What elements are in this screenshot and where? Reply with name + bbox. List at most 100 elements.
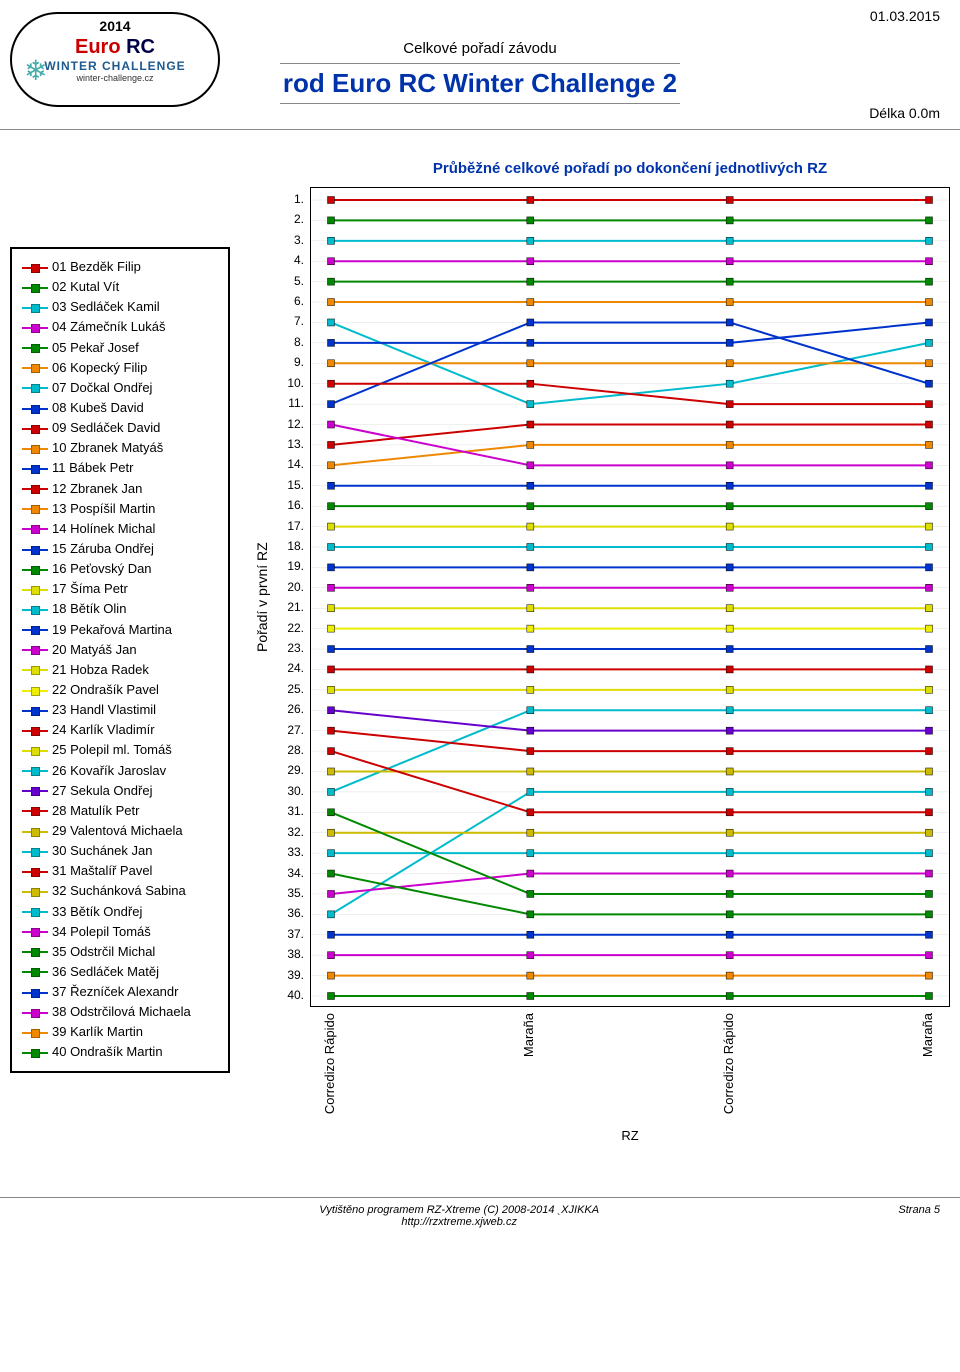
page-title: rod Euro RC Winter Challenge 2: [280, 63, 680, 104]
legend-label: 11 Bábek Petr: [52, 460, 133, 475]
legend-marker-icon: [22, 786, 48, 796]
legend-marker-icon: [22, 665, 48, 675]
legend-marker-icon: [22, 1048, 48, 1058]
legend-item: 19 Pekařová Martina: [22, 620, 218, 640]
legend-item: 16 Peťovský Dan: [22, 559, 218, 579]
legend-label: 24 Karlík Vladimír: [52, 722, 155, 737]
legend-item: 12 Zbranek Jan: [22, 479, 218, 499]
legend-item: 34 Polepil Tomáš: [22, 922, 218, 942]
legend-label: 25 Polepil ml. Tomáš: [52, 742, 172, 757]
legend-label: 17 Šíma Petr: [52, 581, 128, 596]
legend-item: 38 Odstrčilová Michaela: [22, 1002, 218, 1022]
event-logo: 2014 Euro RC WINTER CHALLENGE winter-cha…: [10, 12, 220, 107]
legend-label: 20 Matyáš Jan: [52, 642, 137, 657]
legend-marker-icon: [22, 827, 48, 837]
legend-marker-icon: [22, 444, 48, 454]
legend-item: 17 Šíma Petr: [22, 579, 218, 599]
content-area: Průběžné celkové pořadí po dokončení jed…: [0, 130, 960, 1157]
legend-marker-icon: [22, 726, 48, 736]
legend-item: 01 Bezděk Filip: [22, 257, 218, 277]
legend-label: 37 Řezníček Alexandr: [52, 984, 178, 999]
legend-item: 10 Zbranek Matyáš: [22, 438, 218, 458]
legend-label: 01 Bezděk Filip: [52, 259, 141, 274]
legend-marker-icon: [22, 706, 48, 716]
legend-label: 39 Karlík Martin: [52, 1024, 143, 1039]
legend-label: 21 Hobza Radek: [52, 662, 149, 677]
legend-box: 01 Bezděk Filip 02 Kutal Vít 03 Sedláček K…: [10, 247, 230, 1073]
legend-item: 15 Záruba Ondřej: [22, 539, 218, 559]
legend-item: 27 Sekula Ondřej: [22, 781, 218, 801]
chart-plot-area: [310, 187, 950, 1007]
legend-label: 34 Polepil Tomáš: [52, 924, 151, 939]
legend-item: 02 Kutal Vít: [22, 277, 218, 297]
legend-marker-icon: [22, 283, 48, 293]
legend-label: 28 Matulík Petr: [52, 803, 139, 818]
legend-marker-icon: [22, 927, 48, 937]
legend-item: 11 Bábek Petr: [22, 458, 218, 478]
legend-item: 37 Řezníček Alexandr: [22, 982, 218, 1002]
legend-marker-icon: [22, 585, 48, 595]
legend-marker-icon: [22, 806, 48, 816]
legend-label: 40 Ondrašík Martin: [52, 1044, 163, 1059]
legend-marker-icon: [22, 887, 48, 897]
print-date: 01.03.2015: [870, 8, 940, 24]
legend-item: 05 Pekař Josef: [22, 338, 218, 358]
legend-label: 10 Zbranek Matyáš: [52, 440, 163, 455]
page-footer: Vytištěno programem RZ-Xtreme (C) 2008-2…: [0, 1197, 960, 1234]
legend-label: 23 Handl Vlastimil: [52, 702, 156, 717]
footer-center: Vytištěno programem RZ-Xtreme (C) 2008-2…: [20, 1204, 898, 1228]
chart-wrap: 1.2.3.4.5.6.7.8.9.10.11.12.13.14.15.16.1…: [274, 187, 950, 1147]
legend-label: 29 Valentová Michaela: [52, 823, 183, 838]
x-tick-label: Corredizo Rápido: [721, 1013, 736, 1114]
legend-marker-icon: [22, 303, 48, 313]
legend-label: 13 Pospíšil Martin: [52, 501, 155, 516]
legend-marker-icon: [22, 363, 48, 373]
legend-item: 14 Holínek Michal: [22, 519, 218, 539]
x-tick-label: Maraña: [920, 1013, 935, 1057]
legend-label: 27 Sekula Ondřej: [52, 783, 152, 798]
legend-label: 26 Kovařík Jaroslav: [52, 763, 166, 778]
legend-label: 32 Suchánková Sabina: [52, 883, 186, 898]
legend-marker-icon: [22, 625, 48, 635]
legend-marker-icon: [22, 484, 48, 494]
legend-marker-icon: [22, 867, 48, 877]
legend-label: 18 Bětík Olin: [52, 601, 126, 616]
legend-marker-icon: [22, 907, 48, 917]
legend-marker-icon: [22, 524, 48, 534]
legend-label: 02 Kutal Vít: [52, 279, 119, 294]
legend-item: 32 Suchánková Sabina: [22, 881, 218, 901]
legend-label: 35 Odstrčil Michal: [52, 944, 155, 959]
legend-label: 31 Maštalíř Pavel: [52, 863, 152, 878]
legend-item: 25 Polepil ml. Tomáš: [22, 740, 218, 760]
legend-item: 18 Bětík Olin: [22, 599, 218, 619]
legend-label: 08 Kubeš David: [52, 400, 144, 415]
logo-year: 2014: [12, 18, 218, 34]
snowflake-icon: ❄: [24, 54, 47, 87]
legend-item: 40 Ondrašík Martin: [22, 1042, 218, 1062]
legend-item: 30 Suchánek Jan: [22, 841, 218, 861]
legend-label: 15 Záruba Ondřej: [52, 541, 154, 556]
y-tick-labels: 1.2.3.4.5.6.7.8.9.10.11.12.13.14.15.16.1…: [274, 187, 306, 1007]
legend-label: 04 Zámečník Lukáš: [52, 319, 165, 334]
legend-item: 13 Pospíšil Martin: [22, 499, 218, 519]
legend-marker-icon: [22, 383, 48, 393]
legend-label: 12 Zbranek Jan: [52, 481, 142, 496]
legend-marker-icon: [22, 1028, 48, 1038]
legend-marker-icon: [22, 967, 48, 977]
legend-marker-icon: [22, 504, 48, 514]
legend-marker-icon: [22, 988, 48, 998]
legend-label: 19 Pekařová Martina: [52, 622, 172, 637]
legend-item: 28 Matulík Petr: [22, 801, 218, 821]
legend-item: 21 Hobza Radek: [22, 660, 218, 680]
legend-item: 22 Ondrašík Pavel: [22, 680, 218, 700]
legend-item: 23 Handl Vlastimil: [22, 700, 218, 720]
page-header: 2014 Euro RC WINTER CHALLENGE winter-cha…: [0, 0, 960, 130]
footer-page: Strana 5: [898, 1204, 940, 1228]
legend-item: 03 Sedláček Kamil: [22, 297, 218, 317]
legend-item: 08 Kubeš David: [22, 398, 218, 418]
legend-item: 36 Sedláček Matěj: [22, 962, 218, 982]
legend-marker-icon: [22, 263, 48, 273]
legend-marker-icon: [22, 545, 48, 555]
legend-label: 06 Kopecký Filip: [52, 360, 147, 375]
legend-label: 16 Peťovský Dan: [52, 561, 152, 576]
